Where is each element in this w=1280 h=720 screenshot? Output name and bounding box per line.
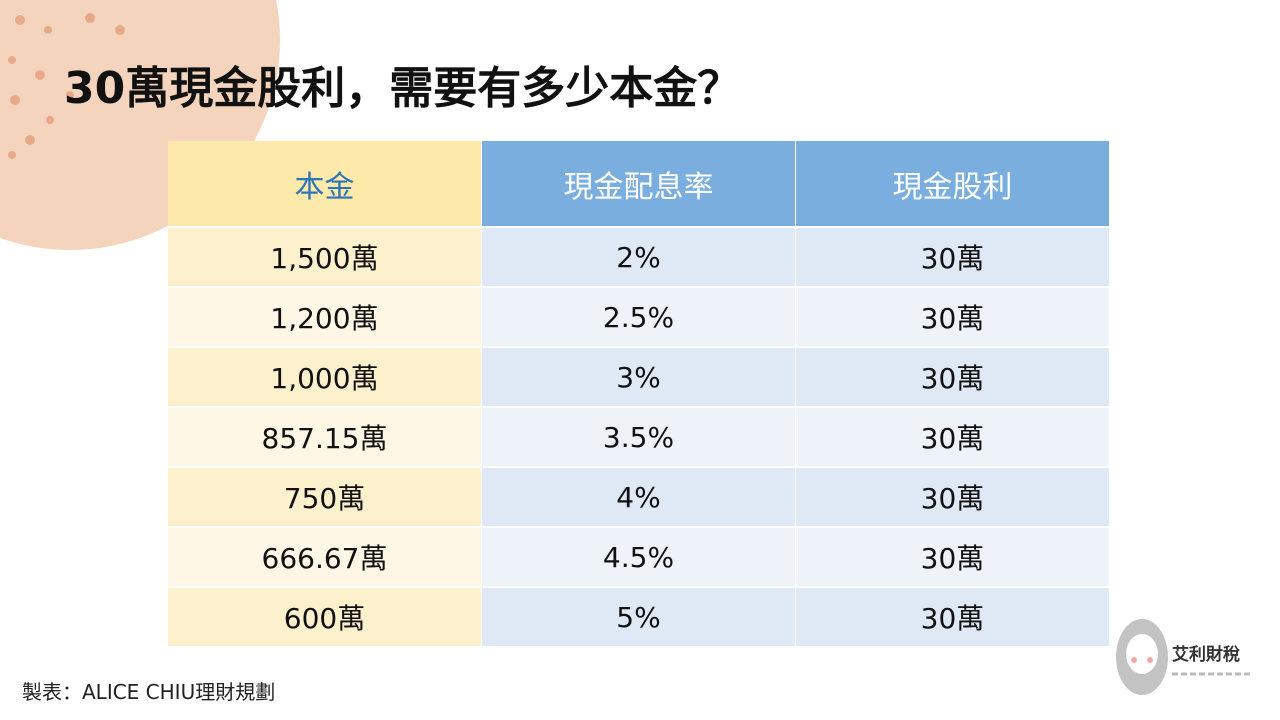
table-cell: 2% bbox=[482, 228, 796, 288]
table-cell: 750萬 bbox=[168, 468, 482, 528]
table-cell: 3.5% bbox=[482, 408, 796, 468]
table-cell: 30萬 bbox=[796, 468, 1110, 528]
table-cell: 1,000萬 bbox=[168, 348, 482, 408]
footer: 製表：ALICE CHIU理財規劃 bbox=[22, 680, 276, 704]
table-cell: 4% bbox=[482, 468, 796, 528]
logo-text: 艾利財稅 bbox=[1172, 644, 1240, 665]
title: 30萬現金股利，需要有多少本金？ bbox=[64, 63, 742, 114]
table-row: 666.67萬 4.5% 30萬 bbox=[168, 528, 1112, 588]
header-cell: 本金 bbox=[168, 141, 482, 228]
table-cell: 30萬 bbox=[796, 228, 1110, 288]
table-cell: 30萬 bbox=[796, 588, 1110, 648]
table-row: 1,500萬 2% 30萬 bbox=[168, 228, 1112, 288]
table-row: 600萬 5% 30萬 bbox=[168, 588, 1112, 648]
table-cell: 1,500萬 bbox=[168, 228, 482, 288]
table-cell: 2.5% bbox=[482, 288, 796, 348]
table-row: 750萬 4% 30萬 bbox=[168, 468, 1112, 528]
table-cell: 4.5% bbox=[482, 528, 796, 588]
table-row: 1,200萬 2.5% 30萬 bbox=[168, 288, 1112, 348]
table-cell: 30萬 bbox=[796, 348, 1110, 408]
table-cell: 30萬 bbox=[796, 408, 1110, 468]
table-row: 1,000萬 3% 30萬 bbox=[168, 348, 1112, 408]
logo: 艾利財稅 bbox=[1116, 619, 1252, 695]
header-cell: 現金股利 bbox=[796, 141, 1110, 228]
table-cell: 30萬 bbox=[796, 528, 1110, 588]
table-cell: 666.67萬 bbox=[168, 528, 482, 588]
table-cell: 1,200萬 bbox=[168, 288, 482, 348]
table-cell: 30萬 bbox=[796, 288, 1110, 348]
table-cell: 857.15萬 bbox=[168, 408, 482, 468]
header-row: 本金 現金配息率 現金股利 bbox=[168, 141, 1112, 228]
header-cell: 現金配息率 bbox=[482, 141, 796, 228]
table-cell: 3% bbox=[482, 348, 796, 408]
table-cell: 5% bbox=[482, 588, 796, 648]
table-cell: 600萬 bbox=[168, 588, 482, 648]
table: 本金 現金配息率 現金股利 1,500萬 2% 30萬 1,200萬 2.5% 30萬 1,000… bbox=[168, 141, 1112, 648]
table-row: 857.15萬 3.5% 30萬 bbox=[168, 408, 1112, 468]
